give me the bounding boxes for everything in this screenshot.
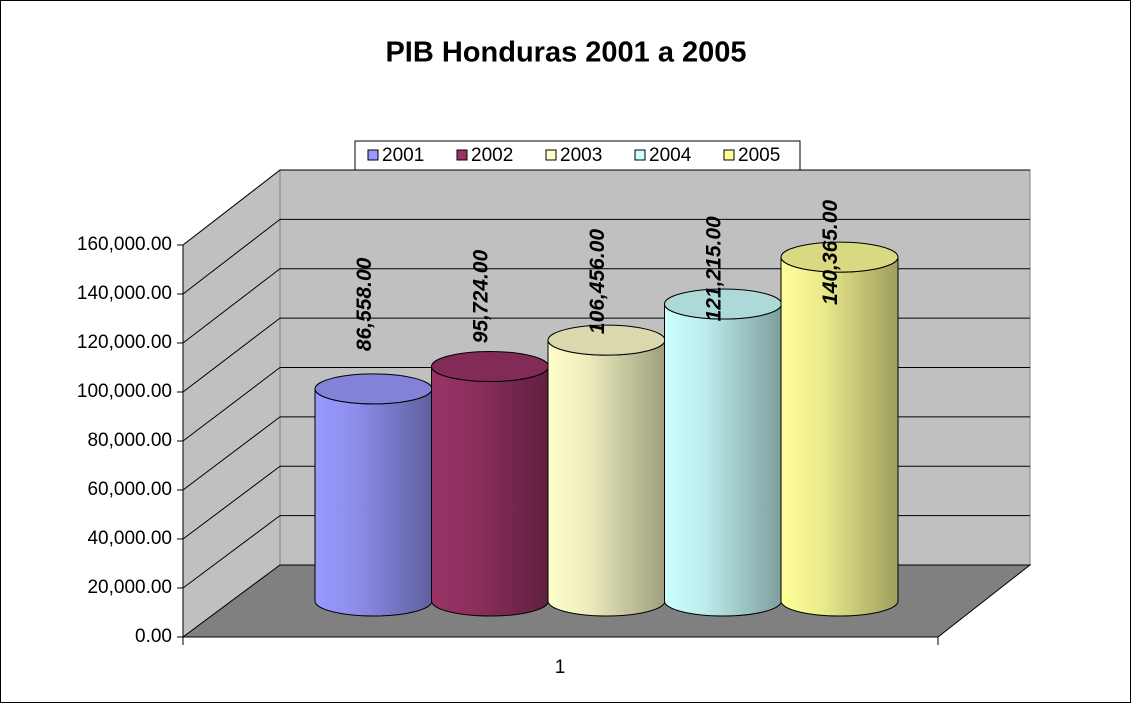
legend-label: 2004: [649, 145, 692, 166]
grid-line: [182, 268, 281, 344]
cylinder-body: [780, 257, 899, 617]
legend-label: 2003: [560, 145, 602, 166]
grid-line: [182, 218, 281, 295]
y-tick-label: 140,000.00: [77, 283, 172, 304]
y-tick-label: 40,000.00: [87, 528, 172, 549]
legend-swatch: [456, 149, 468, 161]
legend-swatch: [367, 149, 379, 161]
cylinder-body: [547, 340, 666, 617]
x-tick-label: 1: [555, 657, 566, 678]
y-tick-label: 0.00: [135, 626, 172, 647]
legend-label: 2005: [738, 145, 780, 166]
cylinder-body: [314, 388, 433, 617]
legend-swatch: [723, 149, 735, 161]
cylinder-top: [780, 241, 899, 273]
legend-label: 2002: [471, 145, 513, 166]
y-tick-label: 20,000.00: [87, 577, 172, 598]
legend-swatch: [545, 149, 557, 161]
legend-swatch: [634, 149, 646, 161]
grid-line: [182, 465, 281, 540]
cylinder-body: [431, 366, 549, 617]
cylinder-top: [431, 350, 549, 382]
value-label: 121,215.00: [703, 216, 726, 321]
grid-line: [182, 317, 281, 393]
y-tick-label: 160,000.00: [77, 234, 172, 255]
grid-line: [182, 515, 281, 589]
y-tick-label: 100,000.00: [77, 381, 172, 402]
y-tick-label: 60,000.00: [87, 479, 172, 500]
value-label: 86,558.00: [353, 257, 376, 351]
y-tick-label: 80,000.00: [87, 430, 172, 451]
legend-label: 2001: [382, 145, 424, 166]
chart-title: PIB Honduras 2001 a 2005: [385, 37, 746, 69]
grid-line: [182, 416, 281, 491]
value-label: 106,456.00: [586, 229, 609, 334]
side-wall: [182, 168, 281, 638]
grid-line: [182, 367, 281, 442]
y-tick-label: 120,000.00: [77, 332, 172, 353]
cylinder-body: [664, 303, 782, 617]
value-label: 95,724.00: [470, 250, 493, 344]
grid-line: [182, 169, 281, 246]
cylinder-top: [314, 373, 433, 405]
value-label: 140,365.00: [819, 200, 842, 305]
